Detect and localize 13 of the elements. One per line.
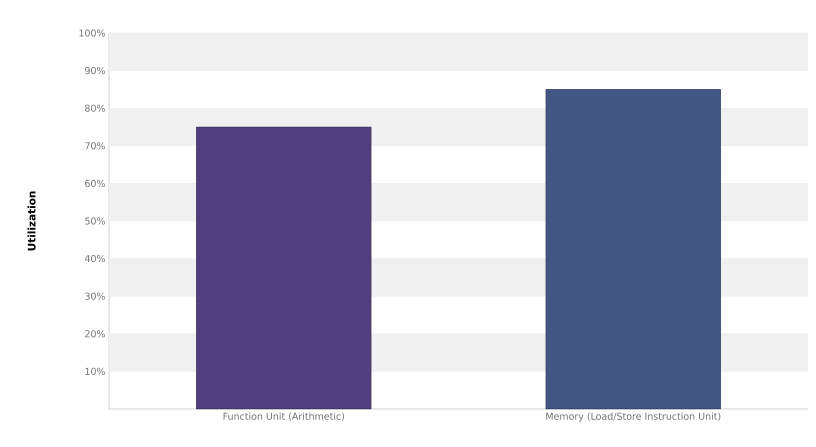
y-tick-label: 30% <box>85 292 105 300</box>
y-tick-label: 20% <box>85 330 105 338</box>
x-tick-label: Memory (Load/Store Instruction Unit) <box>546 412 720 422</box>
x-tick-label: Function Unit (Arithmetic) <box>224 412 344 421</box>
y-tick-label: 100% <box>79 29 105 37</box>
y-tick-label: 80% <box>85 104 105 112</box>
y-tick-label: 60% <box>85 180 105 187</box>
y-tick-label: 50% <box>85 217 105 225</box>
y-tick-label: 10% <box>86 368 105 375</box>
y-axis-title: Utilization <box>28 191 36 250</box>
y-tick-label: 40% <box>84 255 105 262</box>
y-tick-label: 70% <box>85 142 105 150</box>
y-tick-label: 90% <box>85 67 105 74</box>
